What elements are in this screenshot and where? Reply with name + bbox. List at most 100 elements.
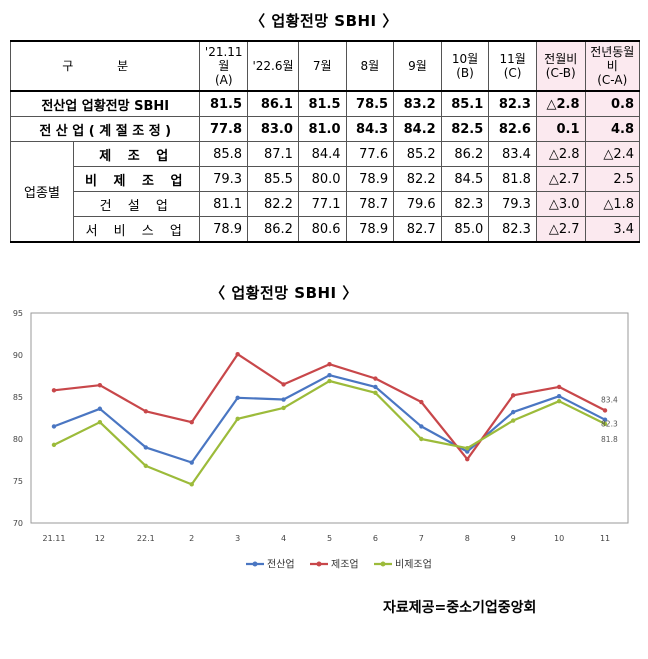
table-cell: △2.7 (535, 166, 586, 192)
header-col: 전년동월 비 (C-A) (584, 40, 641, 92)
table-cell: 82.3 (488, 216, 537, 243)
table-cell: 84.2 (393, 116, 442, 142)
table-cell: 78.9 (345, 166, 395, 192)
table-cell: 82.5 (440, 116, 490, 142)
table-cell: 81.5 (297, 90, 347, 117)
data-point (327, 362, 332, 367)
data-point (51, 424, 57, 429)
table-cell: 79.6 (393, 191, 442, 217)
table-cell: 82.7 (393, 216, 442, 243)
table-cell: 79.3 (488, 191, 537, 217)
y-tick-label: 95 (13, 309, 23, 318)
data-point (281, 382, 286, 387)
table-cell: 82.3 (440, 191, 490, 217)
table-row: 전 산 업 ( 계 절 조 정 ) 77.8 83.0 81.0 84.3 84… (9, 116, 641, 142)
data-point (235, 416, 240, 422)
sbhi-line-chart: 70 75 80 85 90 95 21.11 12 22.1 2 3 4 5 6 7 8 9 10 11 83.4 8… (13, 309, 629, 571)
table-cell: 82.3 (488, 90, 537, 117)
y-tick-label: 85 (13, 393, 23, 402)
row-label: 전산업 업황전망 SBHI (9, 90, 201, 117)
source-note: 자료제공=중소기업중앙회 (383, 600, 537, 616)
table-row: 비 제 조 업 79.3 85.5 80.0 78.9 82.2 84.5 81… (11, 166, 641, 192)
data-point (189, 482, 194, 487)
chart-title: 〈 업황전망 SBHI 〉 (210, 284, 358, 302)
table-cell: 86.1 (247, 90, 299, 117)
table-cell: 0.1 (535, 116, 586, 142)
data-point (189, 460, 194, 465)
data-point (281, 405, 286, 411)
table-cell: △2.4 (584, 141, 641, 167)
table-cell: 0.8 (584, 90, 641, 117)
sbhi-table: 구 분 '21.11 월 (A) '22.6월 7월 8월 9월 10월 (B) 11… (9, 40, 641, 243)
header-col: '22.6월 (247, 40, 299, 92)
legend-swatch-marker (380, 561, 386, 567)
data-point (602, 417, 608, 422)
x-tick-label: 5 (327, 534, 332, 543)
legend-label: 제조업 (331, 558, 359, 571)
data-point (143, 463, 149, 469)
x-tick-label: 4 (281, 534, 286, 543)
group-label: 업종별 (10, 141, 74, 243)
row-label: 비 제 조 업 (72, 166, 201, 192)
table-cell: 77.8 (199, 116, 249, 142)
table-cell: 87.1 (247, 141, 299, 167)
table-cell: 77.1 (297, 191, 347, 217)
series-line (53, 379, 606, 486)
table-cell: 83.0 (247, 116, 299, 142)
table-cell: 86.2 (247, 216, 299, 243)
data-point (602, 421, 608, 427)
header-col: 9월 (393, 40, 442, 92)
table-cell: 78.7 (345, 191, 395, 217)
data-point (602, 408, 608, 413)
table-cell: 82.6 (488, 116, 537, 142)
header-category: 구 분 (9, 40, 201, 92)
data-point (143, 445, 149, 450)
end-data-label: 81.8 (601, 435, 618, 444)
table-cell: 81.0 (297, 116, 347, 142)
data-point (97, 420, 103, 425)
y-tick-label: 80 (13, 435, 23, 444)
legend-label: 전산업 (267, 558, 295, 571)
table-cell: 83.2 (393, 90, 442, 117)
table-row: 건 설 업 81.1 82.2 77.1 78.7 79.6 82.3 79.3… (11, 191, 641, 217)
data-point (419, 424, 424, 429)
data-point (97, 383, 103, 388)
legend-swatch-marker (316, 561, 322, 567)
data-point (419, 436, 424, 442)
table-cell: 85.1 (440, 90, 490, 117)
data-point (373, 376, 378, 381)
table-cell: 4.8 (584, 116, 641, 142)
data-point (556, 393, 562, 399)
data-point (143, 409, 149, 414)
table-cell: 78.9 (345, 216, 395, 243)
legend-label: 비제조업 (395, 558, 432, 571)
x-tick-label: 21.11 (43, 534, 66, 543)
header-col: 10월 (B) (440, 40, 490, 92)
data-point (419, 399, 424, 405)
data-point (510, 393, 516, 398)
y-tick-label: 75 (13, 477, 23, 486)
table-cell: 79.3 (199, 166, 249, 192)
x-tick-label: 6 (373, 534, 378, 543)
y-tick-label: 70 (13, 519, 23, 528)
table-header-row: 구 분 '21.11 월 (A) '22.6월 7월 8월 9월 10월 (B) 11… (9, 40, 641, 92)
table-cell: 77.6 (345, 141, 395, 167)
header-col: 7월 (297, 40, 347, 92)
table-cell: 84.4 (297, 141, 347, 167)
data-point (556, 399, 562, 404)
header-col: 전월비 (C-B) (535, 40, 586, 92)
table-cell: 81.1 (199, 191, 249, 217)
end-data-label: 82.3 (601, 420, 618, 429)
data-point (373, 390, 378, 395)
series-line (53, 374, 606, 464)
table-cell: 82.2 (393, 166, 442, 192)
table-cell: 2.5 (584, 166, 641, 192)
table-cell: △1.8 (584, 191, 641, 217)
data-point (510, 409, 516, 415)
table-cell: 85.2 (393, 141, 442, 167)
table-cell: 80.0 (297, 166, 347, 192)
table-row: 전산업 업황전망 SBHI 81.5 86.1 81.5 78.5 83.2 8… (9, 90, 641, 117)
x-tick-label: 2 (189, 534, 194, 543)
x-tick-label: 10 (554, 534, 564, 543)
row-label: 전 산 업 ( 계 절 조 정 ) (9, 116, 201, 142)
